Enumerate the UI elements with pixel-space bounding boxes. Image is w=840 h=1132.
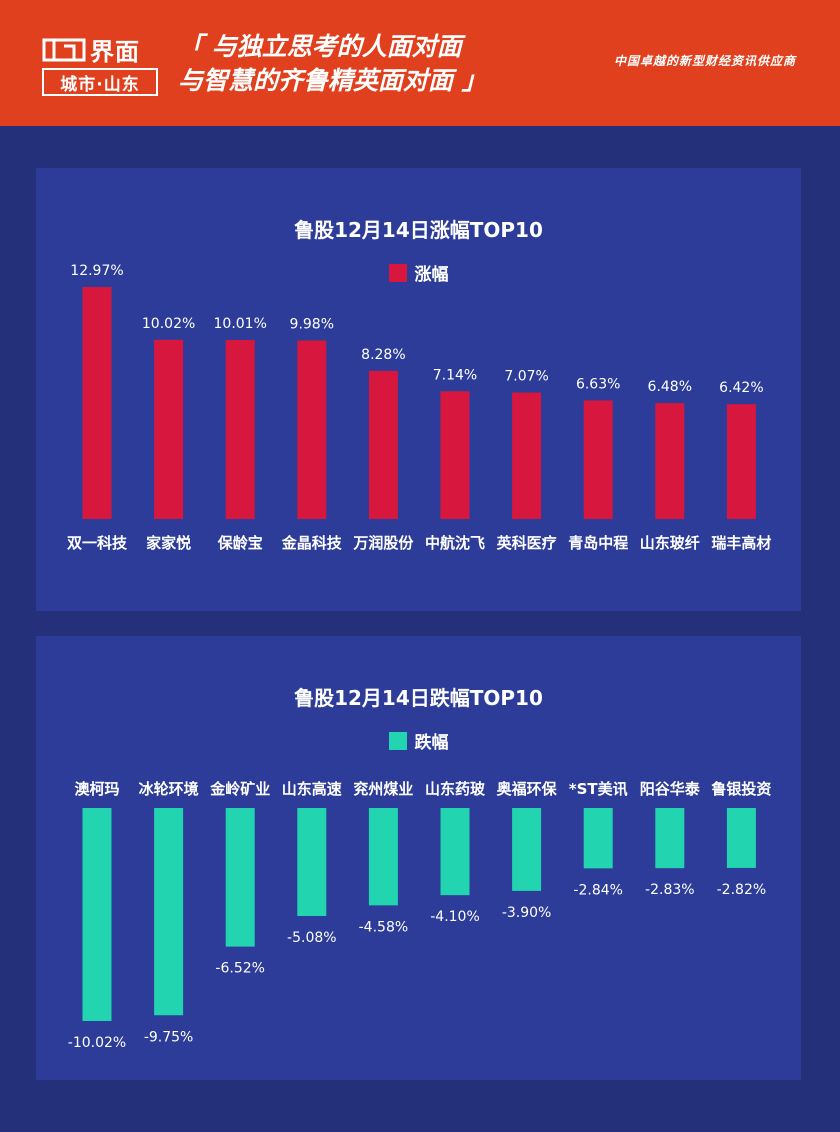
logo-mark-icon [42, 38, 86, 62]
fall-category-label: 阳谷华泰 [640, 780, 701, 798]
rise-bar [583, 400, 613, 519]
rise-bar [726, 404, 756, 519]
fall-bar [225, 808, 255, 947]
rise-value-label: 6.63% [576, 376, 620, 392]
rise-value-label: 9.98% [290, 316, 334, 332]
fall-chart-panel: 鲁股12月14日跌幅TOP10 跌幅 -10.02% 澳柯玛 -9.75% 冰轮环境 -… [36, 636, 801, 1080]
rise-value-label: 12.97% [70, 263, 123, 279]
rise-category-label: 万润股份 [352, 534, 414, 552]
rise-bar [440, 391, 470, 519]
fall-bar [368, 808, 398, 906]
rise-value-label: 7.07% [504, 369, 548, 385]
fall-category-label: 兖州煤业 [353, 780, 413, 798]
rise-chart-panel: 鲁股12月14日涨幅TOP10 涨幅 12.97% 双一科技 10.02% 家家悦 10… [36, 168, 801, 611]
fall-bar [154, 808, 184, 1016]
fall-value-label: -5.08% [287, 930, 337, 946]
brand-sub-label: 城市·山东 [42, 68, 158, 96]
fall-bar [512, 808, 542, 891]
fall-value-label: -2.82% [717, 882, 767, 898]
rise-legend-label: 涨幅 [414, 265, 449, 285]
rise-bar [154, 339, 184, 519]
fall-legend-label: 跌幅 [414, 733, 449, 753]
fall-chart-legend: 跌幅 [36, 728, 801, 753]
rise-bar [225, 339, 255, 519]
fall-bar [440, 808, 470, 896]
fall-bar [583, 808, 613, 869]
slogan-line-2: 与智慧的齐鲁精英面对面 」 [178, 66, 487, 95]
fall-bar [655, 808, 685, 869]
rise-value-label: 7.14% [433, 367, 477, 383]
fall-category-label: 鲁银投资 [711, 780, 771, 798]
fall-value-label: -4.58% [359, 919, 409, 935]
fall-legend-swatch [388, 731, 407, 750]
rise-category-label: 家家悦 [146, 534, 191, 552]
fall-category-label: 澳柯玛 [74, 780, 119, 798]
rise-category-label: 双一科技 [67, 534, 128, 552]
fall-value-label: -10.02% [68, 1035, 126, 1051]
fall-bar [82, 808, 112, 1021]
rise-category-label: 瑞丰高材 [711, 534, 771, 552]
fall-category-label: 金岭矿业 [209, 780, 270, 798]
rise-chart-title: 鲁股12月14日涨幅TOP10 [294, 218, 543, 242]
rise-bar [82, 287, 112, 519]
rise-category-label: 保龄宝 [217, 534, 263, 552]
tagline: 中国卓越的新型财经资讯供应商 [613, 54, 796, 68]
rise-category-label: 中航沈飞 [425, 534, 485, 552]
rise-bar [655, 403, 685, 519]
fall-value-label: -4.10% [430, 909, 480, 925]
rise-bar [512, 392, 542, 519]
rise-category-label: 山东玻纤 [640, 534, 700, 552]
fall-category-label: 山东药玻 [425, 780, 486, 798]
rise-bar-chart: 12.97% 双一科技 10.02% 家家悦 10.01% 保龄宝 9.98% 金晶科技 8.2… [67, 263, 771, 552]
fall-bar [297, 808, 327, 916]
fall-bar-chart: -10.02% 澳柯玛 -9.75% 冰轮环境 -6.52% 金岭矿业 -5.08% 山东高速… [68, 780, 772, 1051]
rise-legend-swatch [388, 263, 407, 282]
rise-value-label: 10.01% [214, 316, 267, 332]
rise-category-label: 金晶科技 [281, 534, 343, 552]
rise-category-label: 英科医疗 [497, 534, 557, 552]
fall-value-label: -3.90% [502, 905, 552, 921]
fall-value-label: -2.84% [573, 882, 623, 898]
fall-value-label: -2.83% [645, 882, 695, 898]
fall-value-label: -6.52% [215, 961, 265, 977]
rise-chart-legend: 涨幅 [36, 260, 801, 285]
fall-category-label: 山东高速 [282, 780, 342, 798]
slogan: 「 与独立思考的人面对面 与智慧的齐鲁精英面对面 」 [178, 30, 487, 98]
rise-value-label: 8.28% [361, 347, 405, 363]
header-banner: 界面 城市·山东 「 与独立思考的人面对面 与智慧的齐鲁精英面对面 」 中国卓越… [0, 0, 840, 126]
rise-value-label: 6.42% [719, 380, 763, 396]
brand-name: 界面 [90, 37, 140, 66]
rise-bar [368, 370, 398, 519]
fall-category-label: 冰轮环境 [139, 780, 199, 798]
fall-bar [726, 808, 756, 868]
fall-category-label: *ST美讯 [569, 780, 628, 798]
slogan-line-1: 「 与独立思考的人面对面 [178, 32, 462, 61]
fall-chart-title: 鲁股12月14日跌幅TOP10 [294, 686, 543, 710]
rise-value-label: 6.48% [648, 379, 692, 395]
fall-category-label: 奥福环保 [497, 780, 558, 798]
fall-value-label: -9.75% [144, 1029, 194, 1045]
rise-bar [297, 340, 327, 519]
rise-category-label: 青岛中程 [568, 534, 628, 552]
rise-value-label: 10.02% [142, 316, 195, 332]
brand-logo: 界面 城市·山东 [42, 34, 160, 98]
